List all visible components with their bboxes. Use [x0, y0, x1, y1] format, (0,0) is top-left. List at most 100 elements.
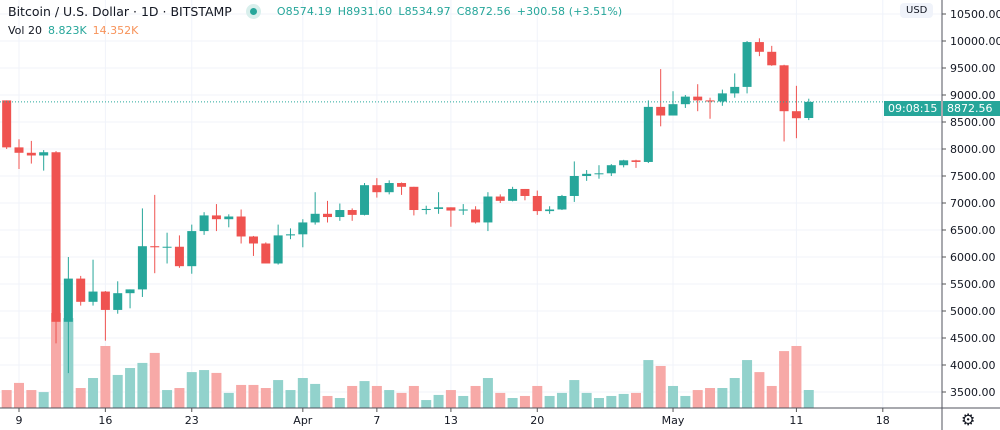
volume-bar — [26, 390, 37, 408]
candle-body — [2, 100, 12, 148]
volume-bar — [495, 392, 506, 408]
time-tick-label: 9 — [16, 414, 23, 427]
volume-ma-value: 14.352K — [92, 24, 139, 37]
candle-body — [88, 291, 98, 302]
volume-bar — [631, 392, 641, 408]
open-value: O8574.19 — [276, 5, 332, 18]
candle-body — [323, 213, 332, 218]
countdown-label: 09:08:15 — [884, 101, 941, 116]
volume-label[interactable]: Vol 20 — [8, 24, 42, 37]
volume-bar — [532, 385, 543, 408]
candle-body — [347, 210, 357, 215]
volume-bar — [38, 392, 49, 408]
candle-body — [656, 106, 666, 116]
volume-bar — [705, 388, 716, 408]
volume-bar — [655, 365, 666, 408]
price-tick-label: 10000.00 — [950, 35, 1000, 48]
candle-body — [162, 246, 172, 248]
candle-body — [804, 101, 814, 118]
volume-bar — [581, 392, 592, 408]
market-status-icon — [249, 8, 257, 15]
price-tick-label: 7000.00 — [950, 197, 996, 210]
time-tick-label: Apr — [293, 414, 313, 427]
high-value: H8931.60 — [337, 5, 393, 18]
candle-body — [631, 160, 641, 162]
candle-body — [211, 215, 221, 220]
volume-bar — [137, 362, 148, 408]
candle-body — [51, 152, 61, 322]
price-tick-label: 9500.00 — [950, 62, 996, 75]
candle-body — [174, 246, 184, 267]
candle-body — [137, 246, 147, 290]
volume-bar — [14, 382, 24, 408]
volume-bar — [717, 388, 728, 408]
volume-bar — [260, 388, 271, 408]
candle-body — [446, 207, 456, 211]
candle-body — [113, 293, 123, 310]
candle-body — [606, 165, 616, 174]
volume-bar — [556, 392, 567, 408]
gear-icon[interactable]: ⚙ — [961, 410, 976, 429]
volume-bar — [322, 395, 333, 408]
candle-body — [643, 106, 653, 162]
candle-body — [495, 196, 505, 201]
volume-bar — [433, 394, 444, 408]
volume-bar — [100, 345, 111, 408]
volume-legend: Vol 20 8.823K 14.352K — [8, 24, 138, 37]
price-tick-label: 6500.00 — [950, 224, 996, 237]
candle-body — [680, 96, 690, 105]
time-tick-label: 23 — [185, 414, 199, 427]
volume-bar — [482, 378, 493, 408]
volume-bar — [347, 385, 358, 408]
volume-bar — [174, 388, 185, 408]
volume-bar — [88, 378, 99, 408]
price-tick-label: 8000.00 — [950, 143, 996, 156]
candle-body — [434, 207, 444, 209]
volume-bar — [112, 374, 123, 408]
price-tick-label: 4500.00 — [950, 332, 996, 345]
volume-bar — [285, 390, 296, 408]
candle-body — [76, 278, 86, 302]
price-tick-label: 8500.00 — [950, 116, 996, 129]
candle-body — [730, 86, 740, 94]
volume-bar — [544, 395, 555, 408]
volume-bar — [396, 392, 407, 408]
volume-bar — [606, 395, 617, 408]
candle-body — [668, 104, 678, 116]
candle-body — [384, 183, 394, 193]
price-tick-label: 3500.00 — [950, 386, 996, 399]
last-price-label: 8872.56 — [943, 101, 1000, 116]
volume-bar — [408, 385, 419, 408]
volume-bar — [680, 395, 691, 408]
currency-badge[interactable]: USD — [900, 3, 934, 18]
candle-body — [335, 210, 345, 218]
candle-body — [100, 291, 110, 310]
volume-bar — [236, 384, 247, 408]
volume-bar — [75, 388, 86, 408]
candle-body — [754, 42, 764, 52]
candle-body — [582, 173, 592, 176]
volume-bar — [445, 390, 456, 408]
candle-body — [372, 185, 382, 193]
volume-bar — [519, 395, 530, 408]
volume-bar — [729, 378, 740, 408]
candle-body — [779, 65, 789, 112]
volume-bar — [643, 360, 654, 408]
candle-body — [594, 173, 604, 175]
candle-body — [39, 152, 49, 156]
time-tick-label: 16 — [98, 414, 112, 427]
candle-body — [619, 160, 629, 166]
volume-bar — [692, 390, 703, 408]
candle-body — [187, 231, 197, 267]
volume-bar — [803, 390, 814, 408]
candle-body — [705, 100, 715, 102]
volume-bar — [125, 368, 136, 408]
volume-bar — [334, 398, 345, 408]
volume-bar — [248, 384, 259, 408]
candle-body — [125, 289, 135, 294]
candle-body — [236, 216, 246, 237]
symbol-title[interactable]: Bitcoin / U.S. Dollar · 1D · BITSTAMP — [8, 4, 232, 19]
candle-body — [397, 183, 407, 187]
time-tick-label: May — [662, 414, 685, 427]
